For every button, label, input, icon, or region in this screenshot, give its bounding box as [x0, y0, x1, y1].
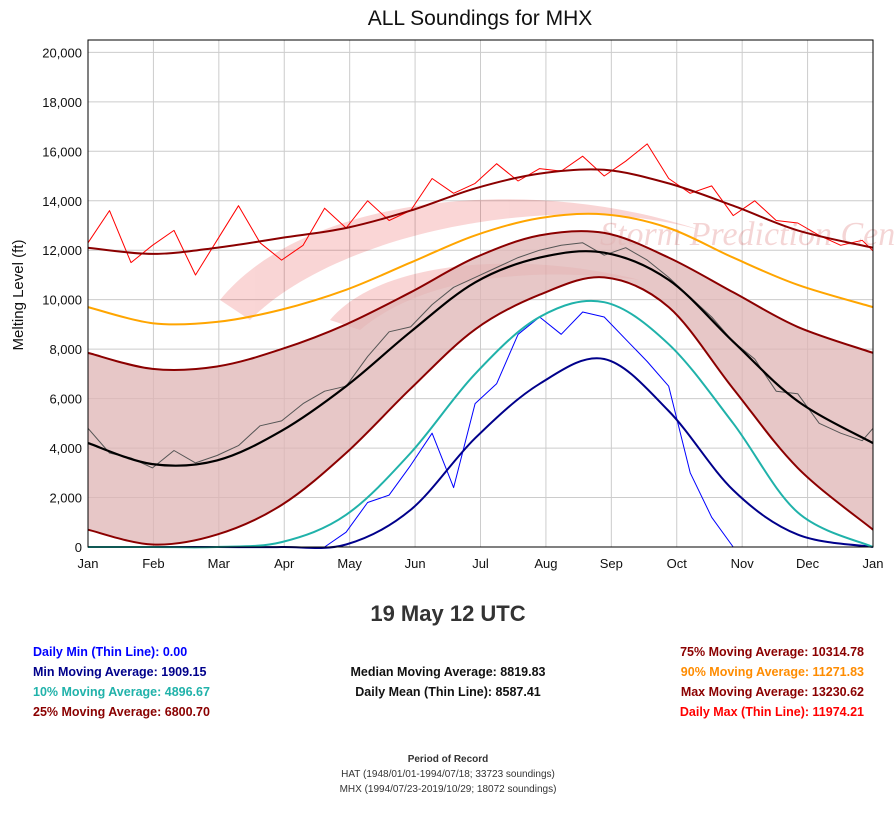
x-tick-label: Mar	[208, 556, 231, 571]
y-tick-label: 8,000	[49, 342, 82, 357]
x-tick-label: Feb	[142, 556, 164, 571]
y-tick-label: 12,000	[42, 243, 82, 258]
melting-level-chart: ALL Soundings for MHX Melting Level (ft)…	[10, 7, 896, 571]
y-tick-label: 10,000	[42, 293, 82, 308]
x-tick-label: Sep	[600, 556, 623, 571]
plot-frame	[87, 39, 874, 548]
axes: 0 2,000 4,000 6,000 8,000 10,000 12,000 14,000 1…	[42, 39, 884, 571]
series-75-moving-average	[87, 229, 874, 372]
stat-10-moving-average: 10% Moving Average: 4896.67	[33, 685, 210, 699]
x-tick-label: Nov	[731, 556, 755, 571]
band-25-75-fill	[88, 230, 873, 545]
percentile-band-25-75	[88, 230, 873, 545]
y-tick-label: 2,000	[49, 491, 82, 506]
x-tick-label: Dec	[796, 556, 820, 571]
stat-min-moving-average: Min Moving Average: 1909.15	[33, 665, 207, 679]
x-tick-label: Jan	[78, 556, 99, 571]
y-tick-label: 18,000	[42, 95, 82, 110]
period-of-record-hat: HAT (1948/01/01-1994/07/18; 33723 soundi…	[341, 769, 555, 780]
x-tick-label: Jul	[472, 556, 489, 571]
x-tick-label: May	[337, 556, 362, 571]
period-of-record-mhx: MHX (1994/07/23-2019/10/29; 18072 soundi…	[339, 784, 557, 795]
period-of-record-title: Period of Record	[407, 754, 489, 765]
series-daily-mean-thin-line	[87, 242, 874, 469]
current-date-label: 19 May 12 UTC	[370, 601, 526, 626]
chart-title: ALL Soundings for MHX	[368, 7, 593, 30]
series-90-moving-average	[87, 212, 874, 326]
y-tick-label: 0	[75, 540, 82, 555]
stat-90-moving-average: 90% Moving Average: 11271.83	[680, 665, 864, 679]
stat-max-moving-average: Max Moving Average: 13230.62	[680, 685, 864, 699]
series-25-moving-average	[87, 276, 874, 546]
y-tick-label: 4,000	[49, 441, 82, 456]
stat-median-moving-average: Median Moving Average: 8819.83	[350, 665, 546, 679]
x-tick-label: Apr	[274, 556, 295, 571]
x-tick-label: Jun	[405, 556, 426, 571]
series-daily-max-thin-line	[87, 143, 874, 276]
stat-25-moving-average: 25% Moving Average: 6800.70	[33, 705, 210, 719]
y-tick-label: 20,000	[42, 45, 82, 60]
series-median-moving-average	[87, 250, 874, 467]
y-tick-label: 16,000	[42, 144, 82, 159]
y-tick-label: 6,000	[49, 392, 82, 407]
series-group	[87, 143, 874, 549]
stat-daily-min: Daily Min (Thin Line): 0.00	[33, 645, 188, 659]
y-tick-label: 14,000	[42, 194, 82, 209]
y-axis-label: Melting Level (ft)	[10, 240, 27, 351]
x-tick-label: Aug	[534, 556, 557, 571]
stat-daily-max: Daily Max (Thin Line): 11974.21	[679, 705, 864, 719]
stat-daily-mean: Daily Mean (Thin Line): 8587.41	[355, 685, 541, 699]
x-tick-label: Jan	[863, 556, 884, 571]
x-tick-label: Oct	[667, 556, 688, 571]
series-max-moving-average	[87, 168, 874, 255]
stat-75-moving-average: 75% Moving Average: 10314.78	[680, 645, 864, 659]
